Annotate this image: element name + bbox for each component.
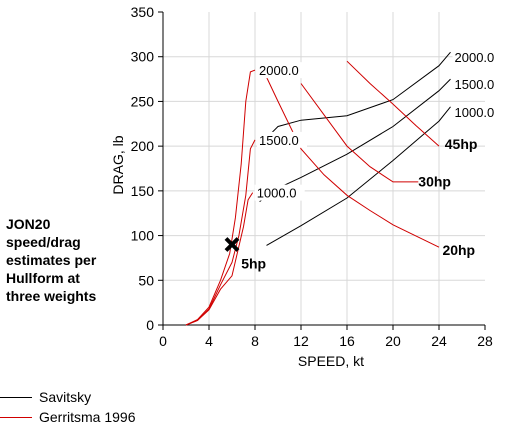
series [185,51,451,326]
chart-annotation: JON20 speed/drag estimates per Hullform … [6,215,136,305]
legend-swatch [0,397,32,398]
curve-label-background [452,103,503,120]
annotation-line: JON20 [6,216,51,232]
x-tick-label: 16 [339,333,355,349]
annotation-line: speed/drag [6,234,81,250]
x-tick-label: 28 [477,333,493,349]
series-line-gerritsma [261,67,440,248]
y-tick-label: 350 [131,4,155,20]
power-label: 5hp [241,256,266,272]
curve-label-background [257,62,307,79]
y-tick-label: 50 [138,272,154,288]
grid [163,12,485,325]
series-line-savitsky [258,51,451,147]
series-line-gerritsma [185,69,256,326]
x-tick-label: 4 [205,333,213,349]
x-tick-label: 0 [159,333,167,349]
design-point-marker [224,237,240,252]
x-axis-title: SPEED, kt [298,353,364,369]
curve-label: 2000.0 [259,63,299,78]
axes: 0 4 8 12 16 20 24 28 0 50 100 150 200 250 300 350 [131,4,493,349]
legend-swatch [0,417,32,418]
y-tick-label: 200 [131,138,155,154]
curve-label: 1500.0 [259,133,299,148]
curve-label-background [452,76,503,93]
curve-label: 2000.0 [455,50,495,65]
series-line-savitsky [266,106,451,246]
power-label: 20hp [442,242,475,258]
power-label: 30hp [418,173,451,189]
curve-label: 1000.0 [455,105,495,120]
x-tick-label: 24 [431,333,447,349]
series-line-gerritsma [346,60,440,147]
legend-label: Savitsky [39,389,92,405]
y-tick-label: 0 [146,317,154,333]
curve-label-background [257,131,307,148]
power-label: 45hp [445,136,478,152]
curve-label-background [452,49,503,66]
series-line-gerritsma [300,83,419,183]
curve-label-background [254,184,305,201]
y-tick-label: 250 [131,93,155,109]
y-axis-title: DRAG, lb [110,135,126,194]
y-tick-label: 150 [131,183,155,199]
series-line-gerritsma [185,139,256,326]
x-tick-label: 8 [251,333,259,349]
annotation-line: estimates per [6,252,97,268]
x-tick-label: 12 [293,333,309,349]
labels: 1000.0 1500.0 2000.0 1000.0 1500.0 2000.0 45hp… [224,49,503,272]
curve-label: 1500.0 [455,77,495,92]
annotation-line: three weights [6,288,97,304]
curve-label: 1000.0 [257,186,297,201]
legend-label: Gerritsma 1996 [39,409,136,425]
y-tick-label: 300 [131,49,155,65]
x-tick-label: 20 [385,333,401,349]
y-tick-label: 100 [131,228,155,244]
annotation-line: Hullform at [6,270,80,286]
